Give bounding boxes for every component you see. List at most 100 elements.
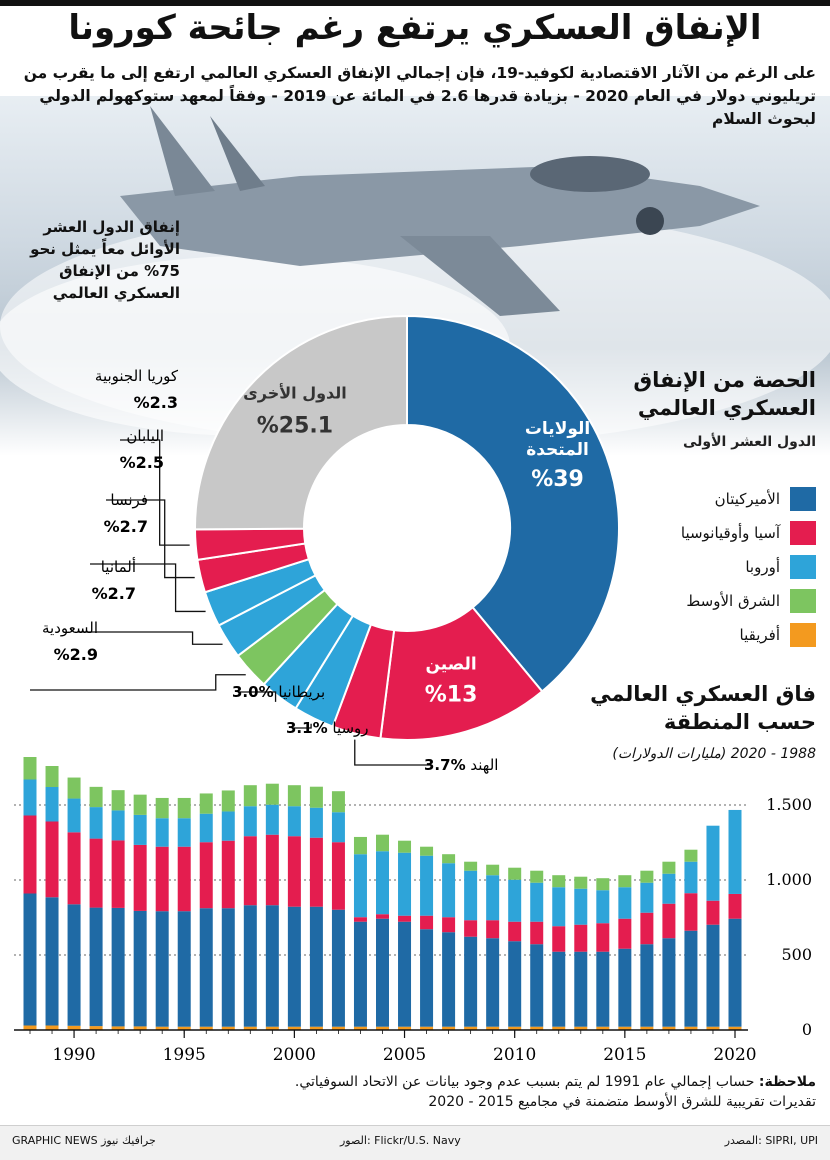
bar-subheading-units: (مليارات الدولارات) xyxy=(612,746,727,762)
bar-segment xyxy=(728,809,742,894)
x-tick-label: 1990 xyxy=(52,1045,95,1065)
bar-segment xyxy=(618,948,632,1027)
bar-segment xyxy=(376,918,389,1027)
pie-slice xyxy=(194,314,408,531)
bar-segment xyxy=(23,893,37,1026)
bar-segment xyxy=(398,852,412,916)
bar-segment xyxy=(331,791,345,813)
bar-heading: فاق العسكري العالمي حسب المنطقة xyxy=(590,682,816,734)
bar-segment xyxy=(221,1026,235,1030)
pie-label-value: %13 xyxy=(425,683,478,708)
bar-segment xyxy=(177,911,191,1027)
bar-segment xyxy=(596,923,610,952)
bar-segment xyxy=(486,920,500,939)
bar-segment xyxy=(508,941,522,1027)
share-heading: الحصة من الإنفاق العسكري العالمي xyxy=(633,368,816,420)
callout-line xyxy=(30,674,246,691)
callout-label: الهند %3.7 xyxy=(424,756,498,774)
callout-line xyxy=(292,723,312,729)
bar-segment xyxy=(376,834,389,852)
x-tick-label: 2020 xyxy=(713,1045,756,1065)
bar-segment xyxy=(265,804,279,835)
bar-segment xyxy=(67,1025,81,1030)
bar-segment xyxy=(177,797,191,819)
bar-segment xyxy=(133,844,147,911)
pie-slice xyxy=(406,314,620,693)
x-tick-label: 2010 xyxy=(493,1045,536,1065)
bar-segment xyxy=(728,893,742,919)
bar-segment xyxy=(287,785,301,807)
bar-segment xyxy=(155,846,169,912)
stacked-bar-chart: 0 500 1.000 1.500 1990 1995 2000 2005 2010 2015 20… xyxy=(14,757,812,1065)
bar-segment xyxy=(155,818,169,847)
pie-label-value: %39 xyxy=(531,467,584,492)
bar-segment xyxy=(221,840,235,909)
bar-segment xyxy=(376,851,389,915)
bar-segment xyxy=(640,870,654,883)
legend-swatch-europe xyxy=(790,555,816,579)
bar-segment xyxy=(464,920,478,937)
bar-segment xyxy=(133,1026,147,1030)
callout-value: %2.9 xyxy=(54,645,98,664)
bar-segment xyxy=(574,924,588,952)
bar-segment xyxy=(420,929,434,1027)
bar-segment xyxy=(89,907,103,1027)
callout-name: كوريا الجنوبية xyxy=(95,367,179,385)
footnote-line2: تقديرات تقريبية للشرق الأوسط متضمنة في م… xyxy=(428,1094,816,1110)
bar-segment xyxy=(265,834,279,906)
bar-segment xyxy=(640,944,654,1027)
bar-segment xyxy=(243,806,257,837)
pie-label-name: الدول الأخرى xyxy=(243,384,347,403)
bar-segment xyxy=(530,882,544,922)
bar-segment xyxy=(155,797,169,819)
bar-segment xyxy=(398,915,412,922)
bar-segment xyxy=(398,921,412,1027)
legend-label: الأميركيتان xyxy=(714,490,780,508)
bar-segment xyxy=(199,793,213,814)
bar-segment xyxy=(684,930,698,1027)
bar-segment xyxy=(442,1026,456,1030)
bar-segment xyxy=(45,766,59,787)
region-legend: الأميركيتان آسيا وأوقيانوسيا أوروبا الشر… xyxy=(616,482,816,652)
bar-segment xyxy=(45,787,59,822)
bar-segment xyxy=(464,936,478,1027)
intro-text: على الرغم من الآثار الاقتصادية لكوفيد-19… xyxy=(23,64,816,128)
callout-line xyxy=(90,563,206,613)
top10-note: إنفاق الدول العشر الأوائل معاً يمثل نحو … xyxy=(30,218,180,302)
y-tick-label: 1.000 xyxy=(766,870,812,889)
y-tick-label: 1.500 xyxy=(766,795,812,814)
bar-segment xyxy=(133,814,147,845)
pie-label-name: الولايات المتحدة xyxy=(525,419,590,460)
bar-segment xyxy=(596,1026,610,1030)
legend-label: آسيا وأوقيانوسيا xyxy=(680,524,780,542)
bar-segment xyxy=(508,921,522,942)
bar-segment xyxy=(353,921,367,1027)
legend-item-africa: أفريقيا xyxy=(616,618,816,652)
bar-segment xyxy=(67,798,81,833)
bar-segment xyxy=(309,906,323,1027)
bar-segment xyxy=(133,910,147,1027)
bar-segment xyxy=(398,1026,412,1030)
bar-segment xyxy=(111,790,125,811)
bar-segment xyxy=(618,918,632,949)
bar-segment xyxy=(662,938,676,1027)
bar-segment xyxy=(309,1026,323,1030)
bar-segment xyxy=(662,1026,676,1030)
bar-segment xyxy=(67,832,81,905)
bar-segment xyxy=(133,794,147,815)
bar-segment xyxy=(309,837,323,907)
bar-segment xyxy=(376,1026,389,1030)
callout-name: فرنسا xyxy=(110,491,148,509)
jet-icon xyxy=(120,106,760,316)
legend-item-americas: الأميركيتان xyxy=(616,482,816,516)
legend-swatch-mideast xyxy=(790,589,816,613)
callout-name: ألمانيا xyxy=(101,557,136,576)
bar-segment xyxy=(287,1026,301,1030)
callout-line xyxy=(238,691,277,702)
bar-segment xyxy=(23,757,37,780)
x-tick-label: 2005 xyxy=(383,1045,426,1065)
callout-line xyxy=(120,439,190,546)
legend-item-mideast: الشرق الأوسط xyxy=(616,584,816,618)
pie-label-name: الصين xyxy=(425,655,476,675)
bar-segment xyxy=(89,807,103,839)
